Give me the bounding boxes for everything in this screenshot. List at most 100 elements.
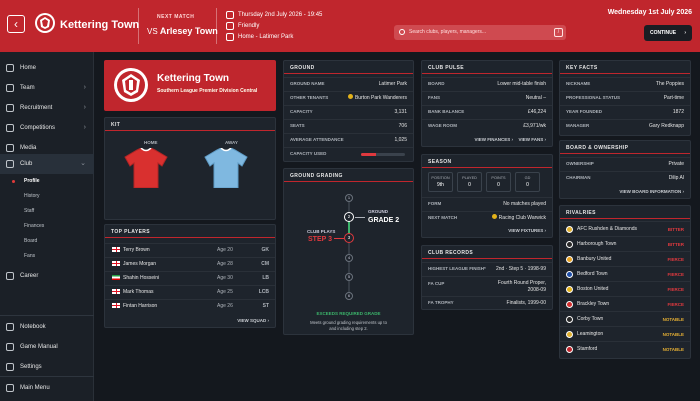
tenant-name: Burton Park Wanderers bbox=[354, 95, 407, 101]
record-row: HIGHEST LEAGUE FINISH* 2nd · Step 5 · 199… bbox=[422, 262, 552, 274]
recruitment-icon bbox=[6, 104, 14, 112]
rival-row[interactable]: Bedford Town FIERCE bbox=[560, 266, 690, 281]
sidebar-item-career[interactable]: Career bbox=[0, 266, 94, 286]
player-row[interactable]: Fintan Harrison Age 26 ST bbox=[105, 299, 275, 311]
card-title: GROUND bbox=[290, 65, 315, 71]
sidebar-item-game-manual[interactable]: Game Manual bbox=[0, 337, 94, 357]
next-match-opponent[interactable]: VS Arlesey Town bbox=[147, 26, 218, 36]
row-value: 2nd · Step 5 · 1998-99 bbox=[495, 266, 546, 272]
player-position: LB bbox=[262, 275, 269, 281]
view-board-link[interactable]: VIEW BOARD INFORMATION › bbox=[619, 189, 684, 194]
fact-row: YEAR FOUNDED 1872 bbox=[560, 105, 690, 117]
rival-row[interactable]: Boston United FIERCE bbox=[560, 281, 690, 296]
grading-ladder bbox=[348, 197, 350, 297]
rival-badge-icon bbox=[566, 301, 573, 308]
match-date: Thursday 2nd July 2026 - 19:45 bbox=[238, 12, 323, 18]
hero-club-title: Kettering Town bbox=[157, 73, 230, 84]
player-row[interactable]: James Morgan Age 28 CM bbox=[105, 257, 275, 269]
sidebar-item-home[interactable]: Home bbox=[0, 58, 94, 78]
row-value: 706 bbox=[398, 123, 407, 129]
menu-icon bbox=[6, 384, 14, 392]
grade-step-2: 2 bbox=[344, 212, 354, 222]
rival-row[interactable]: Corby Town NOTABLE bbox=[560, 311, 690, 326]
player-position: LCB bbox=[258, 289, 269, 295]
sidebar-item-notebook[interactable]: Notebook bbox=[0, 317, 94, 337]
row-label: MANAGER bbox=[566, 123, 590, 128]
card-title: KEY FACTS bbox=[566, 65, 598, 71]
kit-away-label: AWAY bbox=[225, 140, 238, 145]
manual-icon bbox=[6, 343, 14, 351]
chevron-right-icon: › bbox=[83, 124, 86, 131]
sidebar-item-main-menu[interactable]: Main Menu bbox=[0, 378, 94, 398]
sidebar-sub-profile[interactable]: Profile bbox=[0, 175, 94, 188]
rival-row[interactable]: Leamington NOTABLE bbox=[560, 326, 690, 341]
gear-icon bbox=[6, 363, 14, 371]
view-finances-link[interactable]: VIEW FINANCES › bbox=[474, 137, 513, 142]
club-pulse-card: CLUB PULSE BOARD Lower mid-table finish F… bbox=[421, 60, 553, 147]
view-squad-link[interactable]: VIEW SQUAD › bbox=[237, 318, 269, 323]
sidebar-sub-board[interactable]: Board bbox=[24, 238, 38, 244]
sidebar-sub-staff[interactable]: Staff bbox=[24, 208, 35, 214]
rivalry-level: NOTABLE bbox=[662, 317, 684, 322]
row-value: No matches played bbox=[503, 201, 546, 207]
row-value[interactable]: Racing Club Warwick bbox=[491, 212, 546, 224]
row-value[interactable]: Dilip Al bbox=[668, 175, 684, 181]
sidebar-item-recruitment[interactable]: Recruitment › bbox=[0, 98, 94, 118]
rival-row[interactable]: Stamford NOTABLE bbox=[560, 341, 690, 356]
club-hero-card: Kettering Town Southern League Premier D… bbox=[104, 60, 276, 111]
top-players-card: TOP PLAYERS Terry Brown Age 20 GK James Mo… bbox=[104, 224, 276, 328]
sidebar-item-club[interactable]: Club ⌄ bbox=[0, 154, 94, 174]
ground-row: CAPACITY USED bbox=[284, 147, 413, 159]
row-value[interactable]: Burton Park Wanderers bbox=[347, 92, 407, 104]
season-form-row: FORM No matches played bbox=[422, 197, 552, 209]
rival-row[interactable]: Banbury United FIERCE bbox=[560, 251, 690, 266]
sidebar-item-label: Team bbox=[20, 85, 35, 91]
chevron-down-icon: ⌄ bbox=[80, 160, 86, 167]
player-row[interactable]: Mark Thomas Age 25 LCB bbox=[105, 285, 275, 297]
back-button[interactable]: ‹ bbox=[7, 15, 25, 33]
sidebar-item-label: Game Manual bbox=[20, 344, 58, 350]
current-date: Wednesday 1st July 2026 bbox=[607, 9, 692, 16]
player-row[interactable]: Shahin Hosseini Age 30 LB bbox=[105, 271, 275, 283]
view-fans-link[interactable]: VIEW FANS › bbox=[518, 137, 546, 142]
row-value[interactable]: Gary Redknapp bbox=[648, 123, 684, 129]
rival-row[interactable]: Brackley Town FIERCE bbox=[560, 296, 690, 311]
rival-row[interactable]: Harborough Town BITTER bbox=[560, 236, 690, 251]
match-type-line: Friendly bbox=[226, 22, 259, 30]
card-title-underline bbox=[284, 181, 413, 182]
card-title: CLUB RECORDS bbox=[428, 250, 474, 256]
sidebar-sub-fans[interactable]: Fans bbox=[24, 253, 36, 259]
search-input[interactable]: Search clubs, players, managers... / bbox=[394, 25, 566, 40]
sidebar-item-media[interactable]: Media bbox=[0, 138, 94, 158]
rival-row[interactable]: AFC Rushden & Diamonds BITTER bbox=[560, 221, 690, 236]
england-flag-icon bbox=[112, 261, 120, 266]
calendar-icon bbox=[226, 11, 234, 19]
stat-value: 0 bbox=[526, 182, 529, 188]
rivalry-level: FIERCE bbox=[667, 302, 684, 307]
notebook-icon bbox=[6, 323, 14, 331]
continue-button[interactable]: CONTINUE › bbox=[644, 25, 692, 41]
view-fixtures-link[interactable]: VIEW FIXTURES › bbox=[508, 228, 546, 233]
row-value: Finalists, 1999-00 bbox=[506, 300, 546, 306]
team-icon bbox=[6, 84, 14, 92]
player-age: Age 28 bbox=[217, 261, 233, 267]
row-label: NEXT MATCH bbox=[428, 215, 458, 220]
header-club-name[interactable]: Kettering Town bbox=[60, 19, 140, 31]
card-title-underline bbox=[560, 218, 690, 219]
card-title: KIT bbox=[111, 122, 121, 128]
row-label: FANS bbox=[428, 95, 441, 100]
rival-name: Boston United bbox=[577, 286, 609, 292]
rival-badge-icon bbox=[566, 271, 573, 278]
header-divider bbox=[216, 8, 217, 44]
pulse-row: WAGE ROOM £3,971/wk bbox=[422, 119, 552, 131]
sidebar-item-team[interactable]: Team › bbox=[0, 78, 94, 98]
rival-name: Harborough Town bbox=[577, 241, 617, 247]
sidebar-sub-history[interactable]: History bbox=[24, 193, 40, 199]
sidebar-item-label: Career bbox=[20, 273, 39, 279]
sidebar-sub-finances[interactable]: Finances bbox=[24, 223, 45, 229]
sidebar-item-competitions[interactable]: Competitions › bbox=[0, 118, 94, 138]
sidebar-item-settings[interactable]: Settings bbox=[0, 357, 94, 377]
player-position: GK bbox=[261, 247, 270, 253]
player-row[interactable]: Terry Brown Age 20 GK bbox=[105, 243, 275, 255]
row-label: GROUND NAME bbox=[290, 81, 325, 86]
